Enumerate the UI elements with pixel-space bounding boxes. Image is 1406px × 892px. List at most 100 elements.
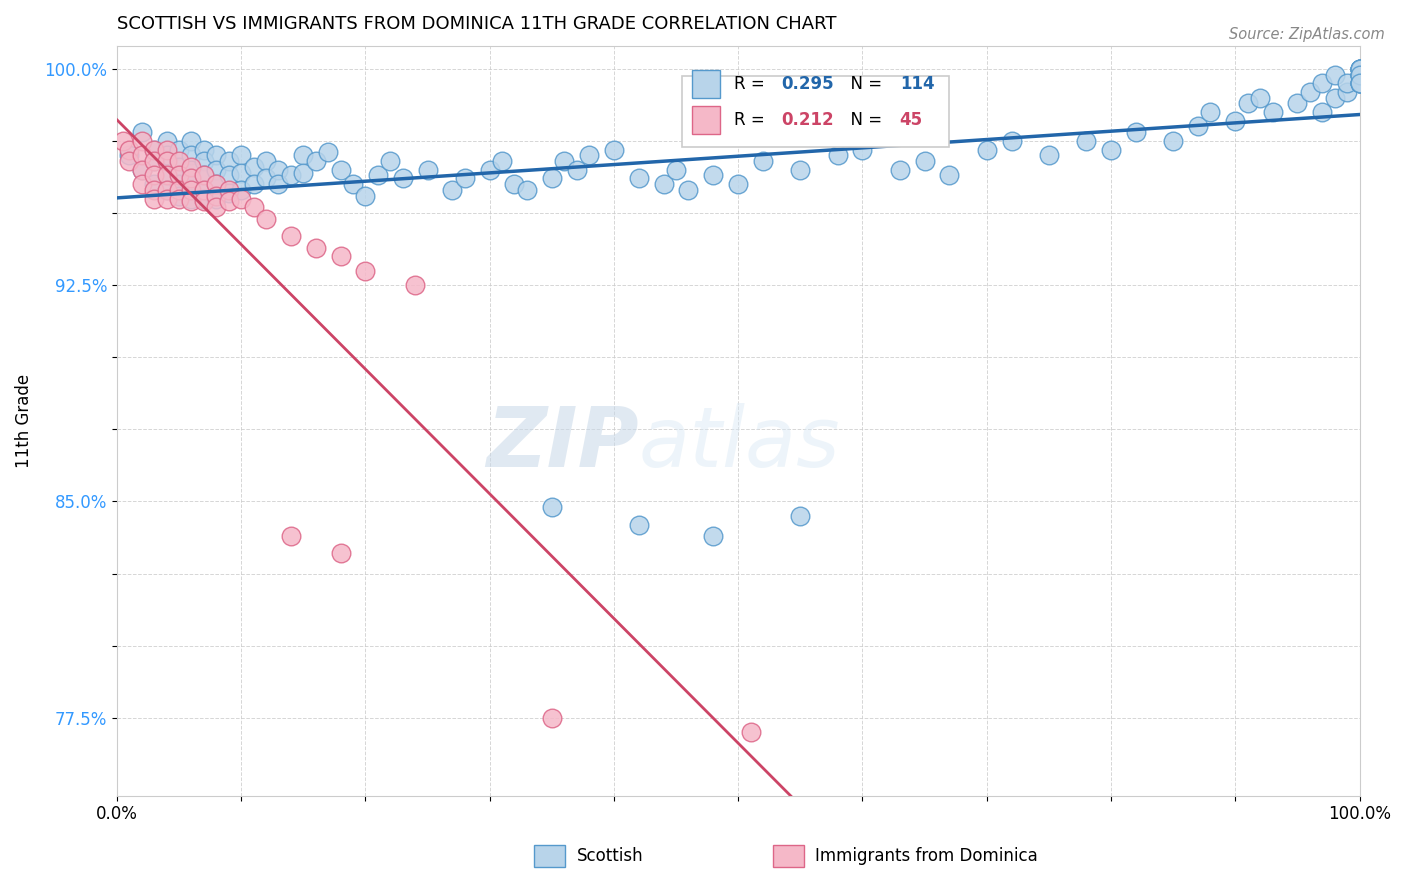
Point <box>280 169 302 183</box>
Point <box>229 192 252 206</box>
Point <box>205 162 228 177</box>
Text: R =: R = <box>734 111 770 128</box>
FancyBboxPatch shape <box>692 70 720 98</box>
Point <box>193 194 215 209</box>
Point <box>205 192 228 206</box>
Point <box>329 162 352 177</box>
Point <box>553 154 575 169</box>
Text: 114: 114 <box>900 75 935 94</box>
Point <box>218 194 240 209</box>
Point <box>305 241 328 255</box>
Text: N =: N = <box>839 75 887 94</box>
Point <box>1099 143 1122 157</box>
Point <box>1199 105 1222 120</box>
Point <box>167 160 190 174</box>
Point <box>316 145 339 160</box>
Point <box>180 194 202 209</box>
Point <box>516 183 538 197</box>
Point <box>205 188 228 202</box>
Point <box>416 162 439 177</box>
Text: 45: 45 <box>900 111 922 128</box>
Point <box>205 177 228 191</box>
Point <box>118 143 141 157</box>
Point <box>1161 134 1184 148</box>
Point <box>143 177 166 191</box>
Y-axis label: 11th Grade: 11th Grade <box>15 374 32 467</box>
Point <box>193 183 215 197</box>
Point <box>976 143 998 157</box>
Point <box>1323 90 1346 104</box>
Point <box>180 171 202 186</box>
Point <box>143 169 166 183</box>
Point <box>1348 76 1371 90</box>
Point <box>305 154 328 169</box>
Point <box>1348 68 1371 82</box>
Point <box>1348 68 1371 82</box>
Point <box>242 177 264 191</box>
Point <box>292 166 315 180</box>
Point <box>727 177 749 191</box>
Point <box>218 154 240 169</box>
Point <box>565 162 588 177</box>
Point <box>1348 76 1371 90</box>
Point <box>180 160 202 174</box>
Point <box>193 169 215 183</box>
Point <box>155 183 177 197</box>
Point <box>391 171 413 186</box>
Point <box>1125 125 1147 139</box>
Point <box>329 546 352 560</box>
Point <box>193 154 215 169</box>
Text: ZIP: ZIP <box>486 402 638 483</box>
Point <box>118 154 141 169</box>
Text: Scottish: Scottish <box>576 847 643 865</box>
Text: 0.212: 0.212 <box>782 111 834 128</box>
Point <box>342 177 364 191</box>
Point <box>193 192 215 206</box>
Point <box>404 278 426 293</box>
Point <box>131 177 153 191</box>
Point <box>1348 68 1371 82</box>
Point <box>354 263 377 277</box>
Point <box>218 169 240 183</box>
Point <box>131 162 153 177</box>
Point <box>229 148 252 162</box>
Point <box>454 171 477 186</box>
Point <box>1348 76 1371 90</box>
Point <box>1348 62 1371 76</box>
Point <box>702 169 724 183</box>
Point <box>267 177 290 191</box>
Point <box>167 177 190 191</box>
Point <box>889 162 911 177</box>
Point <box>218 183 240 197</box>
Point <box>254 171 277 186</box>
Point <box>354 188 377 202</box>
Point <box>118 148 141 162</box>
Point <box>155 143 177 157</box>
Point <box>180 148 202 162</box>
Point <box>380 154 402 169</box>
Point <box>131 148 153 162</box>
Point <box>1038 148 1060 162</box>
Point <box>1236 96 1258 111</box>
Point <box>155 192 177 206</box>
Point <box>1261 105 1284 120</box>
Point <box>702 529 724 543</box>
Point <box>1348 62 1371 76</box>
Point <box>1348 62 1371 76</box>
Point <box>752 154 775 169</box>
Point <box>603 143 626 157</box>
Point <box>143 183 166 197</box>
Point <box>180 183 202 197</box>
Point <box>267 162 290 177</box>
Point <box>1074 134 1097 148</box>
Point <box>143 192 166 206</box>
Point <box>851 143 873 157</box>
Point <box>540 711 562 725</box>
Text: R =: R = <box>734 75 770 94</box>
Text: SCOTTISH VS IMMIGRANTS FROM DOMINICA 11TH GRADE CORRELATION CHART: SCOTTISH VS IMMIGRANTS FROM DOMINICA 11T… <box>117 15 837 33</box>
Point <box>578 148 600 162</box>
Point <box>280 529 302 543</box>
Point <box>254 211 277 226</box>
Point <box>1249 90 1271 104</box>
Point <box>155 154 177 169</box>
